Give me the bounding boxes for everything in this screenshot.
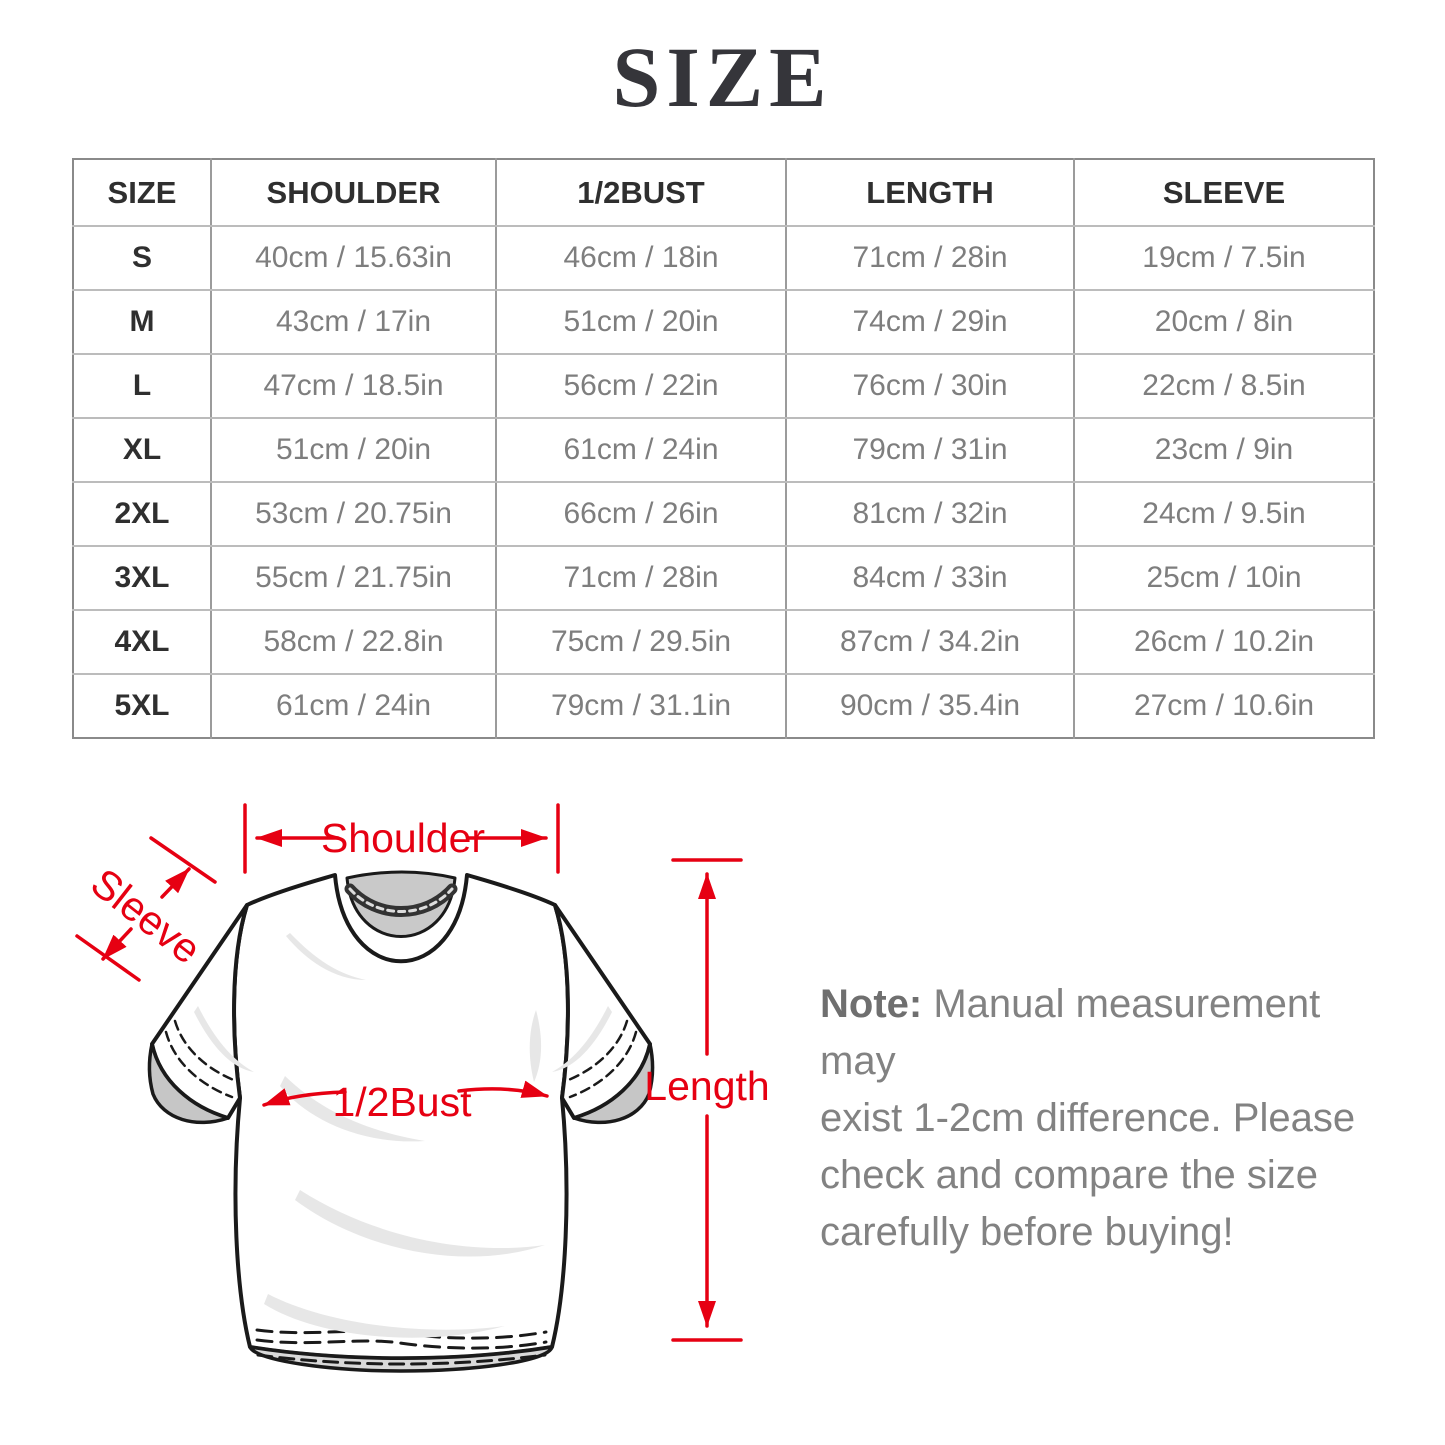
size-label: 5XL — [114, 689, 170, 722]
tshirt-right-cuff — [572, 1042, 655, 1125]
note-label: Note: — [820, 982, 923, 1026]
half-bust-label: 1/2Bust — [332, 1079, 472, 1125]
sleeve-value: 20cm / 8in — [1073, 290, 1374, 355]
bust-arrow-right — [457, 1080, 549, 1098]
left-cuff-stitch — [173, 1019, 238, 1083]
size-label: L — [73, 354, 211, 419]
table-row: 2XL 53cm / 20.75in 66cm / 26in 81cm / 32… — [73, 482, 1374, 547]
halfbust-value: 71cm / 28in — [495, 546, 786, 611]
right-cuff-stitch — [568, 1030, 638, 1099]
note-line: Note: Manual measurement may — [820, 976, 1365, 1090]
column-header-shoulder: SHOULDER — [210, 159, 496, 227]
hem-band — [248, 1345, 554, 1373]
shoulder-value: 55cm / 21.75in — [210, 546, 496, 611]
bust-arrow-left — [262, 1088, 347, 1107]
sleeve-value: 25cm / 10in — [1073, 546, 1374, 611]
table-row: XL 51cm / 20in 61cm / 24in 79cm / 31in 2… — [73, 418, 1374, 483]
tshirt-body — [232, 873, 570, 1361]
size-label: 2XL — [73, 482, 211, 547]
halfbust-value: 46cm / 18in — [495, 226, 786, 291]
table-row: M 43cm / 17in 51cm / 20in 74cm / 29in 20… — [73, 290, 1374, 355]
length-value: 74cm / 29in — [785, 290, 1074, 355]
tshirt-graphic — [147, 870, 655, 1373]
column-header-halfbust: 1/2BUST — [495, 159, 786, 227]
sleeve-arrow-up — [160, 867, 191, 899]
length-value: 81cm / 32in — [785, 482, 1074, 547]
note-text: Note: Manual measurement may exist 1-2cm… — [820, 976, 1365, 1261]
tshirt-measurement-diagram: Shoulder Sleeve 1/2Bust Length — [75, 803, 770, 1373]
length-value: 84cm / 33in — [785, 546, 1074, 611]
note-line-3: check and compare the size — [820, 1153, 1319, 1197]
tshirt-wrinkles — [194, 933, 612, 1338]
table-header-row: SIZE SHOULDER 1/2BUST LENGTH SLEEVE — [73, 159, 1374, 227]
table-row: 4XL 58cm / 22.8in 75cm / 29.5in 87cm / 3… — [73, 610, 1374, 675]
right-cuff-stitch — [564, 1019, 629, 1083]
size-label: 4XL — [73, 610, 211, 675]
left-cuff-stitch — [164, 1030, 234, 1099]
shoulder-value: 40cm / 15.63in — [210, 226, 496, 291]
halfbust-value: 75cm / 29.5in — [495, 610, 786, 675]
sleeve-tick-bottom — [75, 934, 141, 982]
length-value: 87cm / 34.2in — [785, 610, 1074, 675]
table-row: L 47cm / 18.5in 56cm / 22in 76cm / 30in … — [73, 354, 1374, 419]
shoulder-value: 51cm / 20in — [210, 418, 496, 483]
halfbust-value: 66cm / 26in — [495, 482, 786, 547]
table-row: S 40cm / 15.63in 46cm / 18in 71cm / 28in… — [73, 226, 1374, 291]
sleeve-value: 23cm / 9in — [1073, 418, 1374, 483]
tshirt-left-cuff — [147, 1042, 230, 1125]
shoulder-label: Shoulder — [321, 815, 485, 861]
hem-stitch — [255, 1338, 548, 1350]
sleeve-arrow-down — [101, 927, 133, 961]
sleeve-value: 19cm / 7.5in — [1073, 226, 1374, 291]
shoulder-value: 47cm / 18.5in — [210, 354, 496, 419]
note-line-2: exist 1-2cm difference. Please — [820, 1096, 1356, 1140]
length-value: 90cm / 35.4in — [785, 674, 1074, 738]
column-header-length: LENGTH — [785, 159, 1074, 227]
size-label: XL — [73, 418, 211, 483]
halfbust-value: 79cm / 31.1in — [495, 674, 786, 738]
halfbust-value: 51cm / 20in — [495, 290, 786, 355]
length-value: 79cm / 31in — [785, 418, 1074, 483]
sleeve-value: 24cm / 9.5in — [1073, 482, 1374, 547]
shoulder-value: 53cm / 20.75in — [210, 482, 496, 547]
sleeve-value: 22cm / 8.5in — [1073, 354, 1374, 419]
page-title: SIZE — [612, 29, 833, 125]
length-value: 76cm / 30in — [785, 354, 1074, 419]
size-label: S — [73, 226, 211, 291]
size-label: M — [73, 290, 211, 355]
sleeve-label: Sleeve — [82, 859, 209, 972]
size-label: 3XL — [73, 546, 211, 611]
column-header-size: SIZE — [73, 159, 211, 227]
note-line-4: carefully before buying! — [820, 1210, 1234, 1254]
table-row: 5XL 61cm / 24in 79cm / 31.1in 90cm / 35.… — [73, 674, 1374, 738]
sleeve-value: 27cm / 10.6in — [1073, 674, 1374, 738]
shoulder-value: 61cm / 24in — [210, 674, 496, 738]
collar-stitch-dots — [348, 887, 454, 913]
hem-stitch — [256, 1353, 547, 1366]
sleeve-value: 26cm / 10.2in — [1073, 610, 1374, 675]
shoulder-value: 58cm / 22.8in — [210, 610, 496, 675]
halfbust-value: 61cm / 24in — [495, 418, 786, 483]
column-header-sleeve: SLEEVE — [1073, 159, 1374, 227]
note-line-1: Manual measurement may — [820, 982, 1321, 1083]
shoulder-value: 43cm / 17in — [210, 290, 496, 355]
length-value: 71cm / 28in — [785, 226, 1074, 291]
length-label: Length — [644, 1063, 769, 1109]
table-row: 3XL 55cm / 21.75in 71cm / 28in 84cm / 33… — [73, 546, 1374, 611]
sleeve-tick-top — [149, 836, 217, 884]
halfbust-value: 56cm / 22in — [495, 354, 786, 419]
size-table: SIZE SHOULDER 1/2BUST LENGTH SLEEVE S 40… — [72, 158, 1375, 739]
